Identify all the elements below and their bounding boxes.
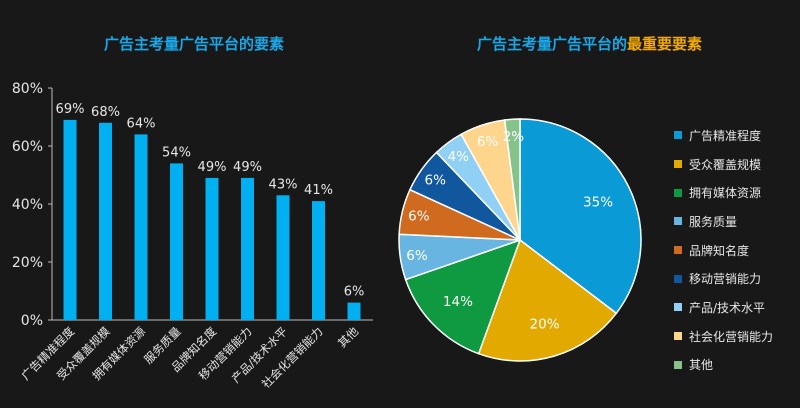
legend-swatch: [674, 360, 682, 369]
pie-data-label: 6%: [425, 173, 447, 189]
legend-item: 社会化营销能力: [674, 322, 773, 351]
pie-chart-title-highlight: 最重要要素: [627, 35, 703, 53]
bar-data-label: 68%: [91, 105, 120, 120]
bar-y-tick-label: 40%: [12, 197, 43, 213]
bar: [312, 201, 325, 320]
pie-data-label: 6%: [406, 248, 428, 264]
pie-data-label: 35%: [583, 194, 613, 210]
legend-item: 移动营销能力: [674, 264, 773, 293]
legend-item: 产品/技术水平: [674, 293, 773, 322]
bar-y-tick-label: 80%: [12, 81, 43, 97]
legend-item: 品牌知名度: [674, 236, 773, 265]
bar-chart: 0%20%40%60%80%69%广告精准程度68%受众覆盖规模64%拥有媒体资…: [12, 81, 373, 391]
bar-chart-title: 广告主考量广告平台的要素: [104, 35, 285, 53]
pie-chart-title: 广告主考量广告平台的最重要要素: [477, 33, 702, 54]
bar: [241, 177, 254, 320]
legend-swatch: [674, 217, 682, 226]
legend-item: 受众覆盖规模: [674, 150, 773, 179]
bar: [63, 119, 77, 321]
pie-data-label: 20%: [530, 317, 560, 333]
pie-data-label: 6%: [477, 134, 499, 150]
legend-label: 社会化营销能力: [689, 329, 774, 344]
bar: [134, 134, 148, 320]
legend-swatch: [674, 332, 682, 341]
legend-label: 其他: [689, 358, 714, 373]
pie-chart-title-prefix: 广告主考量广告平台的: [477, 35, 628, 53]
bar-y-tick-label: 0%: [21, 313, 43, 329]
legend-swatch: [674, 246, 682, 255]
legend-label: 受众覆盖规模: [689, 157, 762, 172]
bar-y-tick-label: 60%: [12, 139, 43, 155]
legend-item: 拥有媒体资源: [674, 178, 773, 207]
legend-label: 移动营销能力: [689, 272, 762, 287]
pie-slice: [519, 118, 642, 315]
pie-slice: [503, 118, 521, 241]
bar-data-label: 41%: [304, 183, 333, 198]
legend-swatch: [674, 131, 682, 140]
bar-data-label: 69%: [56, 102, 85, 117]
pie-slice: [477, 238, 618, 362]
legend-label: 拥有媒体资源: [689, 186, 762, 201]
legend-label: 品牌知名度: [689, 243, 750, 258]
pie-data-label: 6%: [408, 208, 430, 224]
legend-swatch: [674, 274, 682, 283]
bar-data-label: 49%: [198, 160, 227, 175]
bar-data-label: 6%: [344, 285, 365, 300]
pie-slice: [404, 238, 522, 355]
legend-swatch: [674, 303, 682, 312]
bar: [99, 122, 112, 320]
pie-data-label: 2%: [503, 129, 525, 145]
pie-data-label: 14%: [443, 294, 473, 310]
bar-data-label: 43%: [269, 177, 298, 192]
pie-legend: 广告精准程度 受众覆盖规模 拥有媒体资源 服务质量品牌知名度移动营销能力 产品/技术水平…: [674, 121, 773, 379]
bar: [276, 195, 290, 320]
bar: [205, 177, 219, 320]
legend-item: 广告精准程度: [674, 121, 773, 150]
bar-data-label: 64%: [127, 116, 156, 131]
legend-label: 服务质量: [689, 214, 738, 229]
pie-data-label: 4%: [448, 149, 470, 165]
bar-y-tick-label: 20%: [12, 255, 43, 271]
bar: [347, 302, 361, 320]
bar-data-label: 49%: [233, 160, 262, 175]
legend-item: 服务质量: [674, 207, 773, 236]
bar-data-label: 54%: [162, 145, 191, 160]
legend-label: 产品/技术水平: [689, 300, 766, 315]
legend-item: 其他: [674, 351, 773, 380]
bar: [170, 163, 183, 320]
legend-label: 广告精准程度: [689, 128, 762, 143]
legend-swatch: [674, 160, 682, 169]
legend-swatch: [674, 188, 682, 197]
